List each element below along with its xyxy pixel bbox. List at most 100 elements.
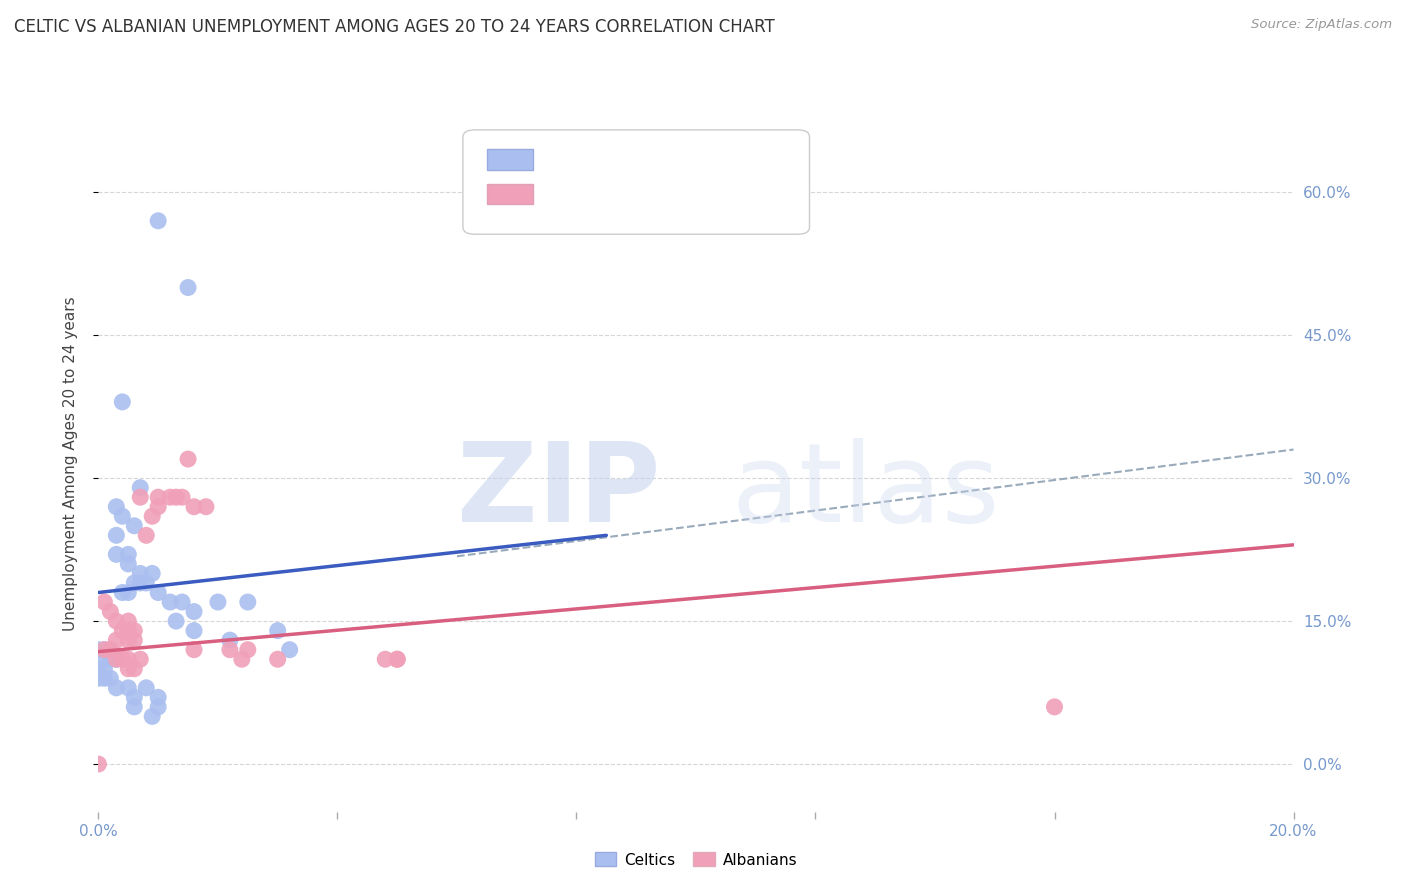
Point (124, 633, 146, 648)
Point (117, 585, 139, 599)
Text: Source: ZipAtlas.com: Source: ZipAtlas.com (1251, 18, 1392, 31)
FancyBboxPatch shape (463, 130, 810, 235)
Point (141, 509, 163, 524)
Point (148, 699, 170, 714)
Point (93, 671, 115, 685)
Point (135, 576, 157, 591)
Point (111, 624, 134, 638)
Point (165, 490, 187, 504)
Point (117, 624, 139, 638)
Text: N =: N = (682, 187, 718, 205)
Text: ZIP: ZIP (457, 438, 661, 545)
Point (124, 518, 146, 533)
Point (100, 605, 122, 619)
Point (195, 500, 218, 514)
Point (148, 214, 170, 228)
Point (100, 671, 122, 685)
Text: R =: R = (544, 153, 581, 170)
Point (124, 576, 146, 591)
Point (129, 566, 152, 581)
Point (105, 681, 128, 695)
Point (87, 662, 110, 676)
Point (267, 624, 290, 638)
Point (105, 528, 128, 542)
Point (236, 595, 259, 609)
Point (183, 624, 205, 638)
Point (385, 652, 409, 666)
Point (87, 642, 110, 657)
Point (207, 595, 229, 609)
Point (117, 548, 139, 562)
Point (219, 633, 242, 648)
Point (129, 490, 152, 504)
Point (148, 585, 170, 599)
Point (236, 642, 259, 657)
Point (135, 681, 157, 695)
Point (385, 652, 409, 666)
Point (93, 642, 115, 657)
Text: R =: R = (544, 187, 581, 205)
Text: 40: 40 (740, 187, 761, 205)
Point (117, 614, 139, 628)
Point (111, 652, 134, 666)
Point (177, 452, 200, 467)
Point (172, 490, 194, 504)
Point (183, 500, 205, 514)
Point (148, 490, 170, 504)
Point (105, 500, 128, 514)
Point (111, 509, 134, 524)
Point (183, 605, 205, 619)
Point (87, 671, 110, 685)
Text: N =: N = (682, 153, 718, 170)
Point (219, 642, 242, 657)
Point (124, 662, 146, 676)
Point (117, 681, 139, 695)
Point (159, 490, 181, 504)
Point (124, 699, 146, 714)
Point (231, 652, 253, 666)
FancyBboxPatch shape (486, 149, 533, 169)
Point (93, 652, 115, 666)
Legend: Celtics, Albanians: Celtics, Albanians (589, 847, 803, 873)
Text: 0.194: 0.194 (602, 187, 650, 205)
Point (100, 642, 122, 657)
Point (117, 662, 139, 676)
Point (135, 528, 157, 542)
Point (129, 652, 152, 666)
Point (117, 557, 139, 571)
Point (100, 652, 122, 666)
Point (148, 500, 170, 514)
Point (87, 757, 110, 772)
Point (105, 633, 128, 648)
Point (165, 614, 187, 628)
Point (111, 585, 134, 599)
FancyBboxPatch shape (486, 184, 533, 204)
Point (93, 642, 115, 657)
Text: atlas: atlas (733, 438, 1000, 545)
Point (172, 595, 194, 609)
Point (141, 709, 163, 723)
Point (105, 652, 128, 666)
Point (267, 652, 290, 666)
Text: CELTIC VS ALBANIAN UNEMPLOYMENT AMONG AGES 20 TO 24 YEARS CORRELATION CHART: CELTIC VS ALBANIAN UNEMPLOYMENT AMONG AG… (14, 18, 775, 36)
Point (148, 690, 170, 705)
Point (111, 395, 134, 409)
Point (111, 652, 134, 666)
Point (124, 624, 146, 638)
Point (93, 662, 115, 676)
Point (1043, 699, 1066, 714)
Point (129, 576, 152, 591)
Point (129, 481, 152, 495)
Point (105, 652, 128, 666)
Text: 48: 48 (740, 153, 761, 170)
Point (177, 280, 200, 294)
Point (141, 566, 163, 581)
Point (100, 642, 122, 657)
Y-axis label: Unemployment Among Ages 20 to 24 years: Unemployment Among Ages 20 to 24 years (63, 296, 77, 632)
Point (374, 652, 396, 666)
Point (117, 633, 139, 648)
Point (183, 642, 205, 657)
Point (93, 595, 115, 609)
Text: 0.120: 0.120 (602, 153, 650, 170)
Point (105, 548, 128, 562)
